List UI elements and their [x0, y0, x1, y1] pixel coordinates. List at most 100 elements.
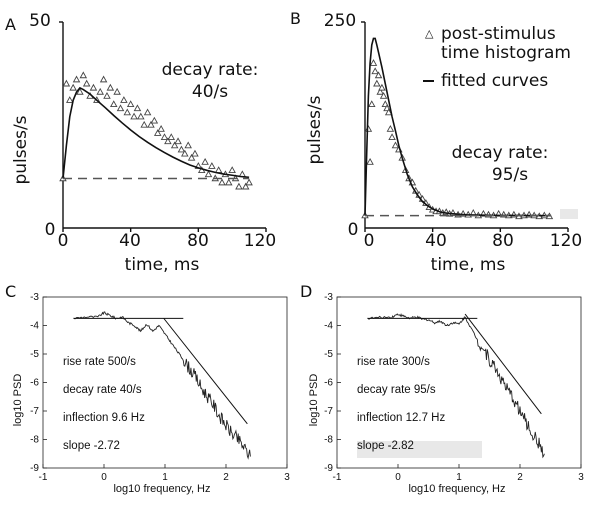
- panel-c-xtick-label-0: -1: [39, 472, 48, 483]
- panel-b-xtick-80: 80: [492, 231, 514, 251]
- panel-c-ytick-label-4: -7: [30, 406, 39, 417]
- panel-a-ytick-top: 50: [29, 11, 51, 31]
- legend-marker-icon: △: [425, 27, 434, 40]
- panel-c-note-4: slope -2.72: [63, 440, 120, 452]
- panel-a-marker-38: [187, 153, 196, 161]
- panel-d-ytick-label-2: -5: [324, 349, 333, 360]
- panel-b-highlight: [560, 209, 578, 219]
- panel-b-ytick-bottom: 0: [348, 220, 359, 240]
- panel-a-marker-17: [116, 104, 125, 112]
- panel-a-marker-44: [208, 162, 216, 169]
- panel-b-marker-13: [384, 108, 393, 116]
- panel-b-annotation-1: decay rate:: [452, 143, 549, 163]
- panel-c-ytick-label-0: -3: [30, 292, 39, 303]
- panel-a-marker-49: [225, 178, 233, 186]
- panel-b-xtick-0: 0: [364, 231, 375, 251]
- panel-a-marker-42: [201, 157, 209, 165]
- panel-a-marker-22: [133, 104, 142, 112]
- panel-a-marker-2: [66, 96, 74, 103]
- panel-c-ytick-label-1: -4: [30, 321, 39, 332]
- panel-a-marker-7: [82, 79, 91, 87]
- panel-b-marker-14: [386, 124, 395, 132]
- panel-b-marker-2: [366, 157, 374, 165]
- panel-c-ylabel: log10 PSD: [12, 374, 24, 427]
- panel-c: C log10 PSD -1 0 1 2 3 -3 -4 -5 -6 -7 -8 -9 log10 f…: [5, 282, 290, 495]
- panel-a-marker-55: [245, 178, 253, 186]
- panel-d-ylabel-text: log10 PSD: [308, 374, 320, 427]
- panel-a-line-series-1: [62, 86, 250, 179]
- panel-d-xlabel: log10 frequency, Hz: [408, 483, 505, 495]
- panel-a-marker-1: [62, 79, 71, 87]
- legend-entry-3: fitted curves: [441, 71, 548, 91]
- panel-a-marker-34: [174, 137, 182, 145]
- panel-c-xlabel: log10 frequency, Hz: [113, 483, 210, 495]
- panel-a-marker-5: [76, 87, 84, 95]
- panel-a-marker-37: [184, 141, 192, 149]
- panel-d-ytick-label-1: -4: [324, 321, 333, 332]
- panel-b-annotation-2: 95/s: [492, 165, 528, 185]
- panel-a-xtick-80: 80: [187, 231, 209, 251]
- panel-a-marker-18: [120, 96, 128, 103]
- panel-a-marker-21: [130, 112, 138, 120]
- panel-a-marker-4: [72, 75, 81, 83]
- panel-d-ylabel: log10 PSD: [308, 374, 320, 427]
- panel-c-ylabel-text: log10 PSD: [12, 374, 24, 427]
- panel-c-ytick-label-5: -8: [30, 435, 39, 446]
- panel-a-marker-33: [170, 141, 179, 149]
- panel-a-ytick-bottom: 0: [45, 220, 56, 240]
- panel-b-ylabel: pulses/s: [305, 95, 325, 164]
- panel-c-plot: [42, 296, 288, 469]
- panel-c-psd-series: [73, 311, 251, 460]
- panel-b-marker-3: [368, 100, 376, 108]
- panel-d-ticks: -1 0 1 2 3 -3 -4 -5 -6 -7 -8 -9: [324, 292, 584, 483]
- panel-d-letter: D: [300, 282, 312, 301]
- panel-a-marker-26: [147, 120, 155, 128]
- panel-a-marker-54: [241, 182, 250, 190]
- panel-a-marker-23: [137, 112, 145, 120]
- panel-a-marker-47: [218, 178, 226, 186]
- panel-c-ytick-label-6: -9: [30, 463, 39, 474]
- panel-b-marker-8: [376, 87, 384, 95]
- panel-c-xtick-label-2: 1: [162, 472, 168, 483]
- panel-b-marker-1: [364, 124, 373, 132]
- panel-d-xtick-label-4: 3: [578, 472, 584, 483]
- panel-a-marker-14: [106, 83, 115, 91]
- panel-d-ytick-label-6: -9: [324, 463, 333, 474]
- panel-a-xtick-0: 0: [58, 231, 69, 251]
- panel-b-letter: B: [290, 9, 301, 28]
- panel-b-marker-5: [371, 67, 379, 75]
- panel-c-note-1: rise rate 500/s: [63, 356, 136, 368]
- panel-c-ytick-label-2: -5: [30, 349, 39, 360]
- panel-a-xtick-120: 120: [244, 231, 276, 251]
- panel-a-marker-11: [96, 87, 104, 95]
- panel-a-marker-12: [99, 75, 108, 83]
- panel-b-xlabel: time, ms: [431, 255, 506, 275]
- panel-a-marker-20: [126, 100, 135, 108]
- panel-b-plot: [361, 21, 569, 232]
- panel-a-marker-39: [191, 149, 199, 157]
- panel-c-letter: C: [5, 282, 16, 301]
- panel-a-marker-29: [157, 124, 165, 132]
- panel-b-marker-9: [378, 83, 386, 91]
- panel-d-psd-series: [367, 313, 545, 459]
- panel-a-marker-46: [214, 166, 223, 173]
- panel-a-xlabel: time, ms: [125, 255, 200, 275]
- panel-d-ytick-label-0: -3: [324, 292, 333, 303]
- panel-b-marker-10: [379, 92, 388, 99]
- panel-a-letter: A: [5, 15, 16, 34]
- panel-d-plot: [336, 296, 582, 469]
- panel-c-xtick-label-4: 3: [284, 472, 290, 483]
- panel-b-line-series-1: [364, 37, 552, 217]
- panel-c-note-3: inflection 9.6 Hz: [63, 412, 145, 424]
- panel-c-xtick-label-3: 2: [223, 472, 229, 483]
- panel-a-marker-24: [140, 120, 148, 128]
- panel-d-ytick-label-3: -6: [324, 378, 333, 389]
- panel-b-legend: △ post-stimulus time histogram fitted cu…: [423, 24, 571, 91]
- panel-d-xtick-label-3: 2: [517, 472, 523, 483]
- panel-d-ytick-label-5: -8: [324, 435, 333, 446]
- panel-a-marker-36: [181, 149, 189, 157]
- panel-a-ylabel: pulses/s: [11, 115, 31, 184]
- panel-d-fit-slope-series-2: [464, 313, 542, 415]
- panel-b-xtick-120: 120: [550, 231, 582, 251]
- panel-d-xtick-label-0: -1: [333, 472, 342, 483]
